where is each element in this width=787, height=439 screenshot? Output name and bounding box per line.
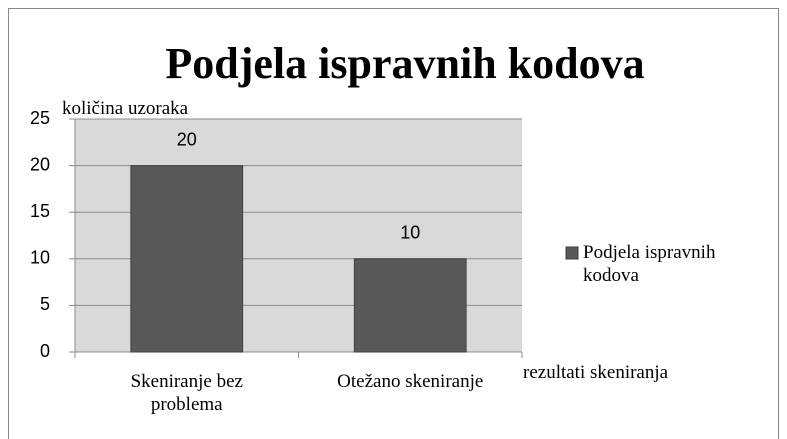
y-tick-label: 5 xyxy=(40,294,50,314)
y-axis-label: količina uzoraka xyxy=(62,98,189,119)
y-tick-label: 20 xyxy=(30,154,50,174)
x-tick-label: Otežano skeniranje xyxy=(337,371,484,392)
y-tick-label: 15 xyxy=(30,201,50,221)
y-tick-label: 25 xyxy=(30,108,50,128)
y-tick-label: 10 xyxy=(30,248,50,268)
bar xyxy=(353,258,467,353)
legend-label: Podjela ispravnih kodova xyxy=(583,242,716,286)
bar xyxy=(130,165,244,353)
data-label: 20 xyxy=(177,129,197,149)
legend-swatch xyxy=(565,246,579,260)
x-tick-label: Skeniranje bez problema xyxy=(130,371,243,415)
y-tick-label: 0 xyxy=(40,341,50,361)
chart-frame xyxy=(8,8,779,439)
data-label: 10 xyxy=(400,223,420,243)
chart-title: Podjela ispravnih kodova xyxy=(165,39,644,88)
x-axis-label: rezultati skeniranja xyxy=(523,362,669,383)
